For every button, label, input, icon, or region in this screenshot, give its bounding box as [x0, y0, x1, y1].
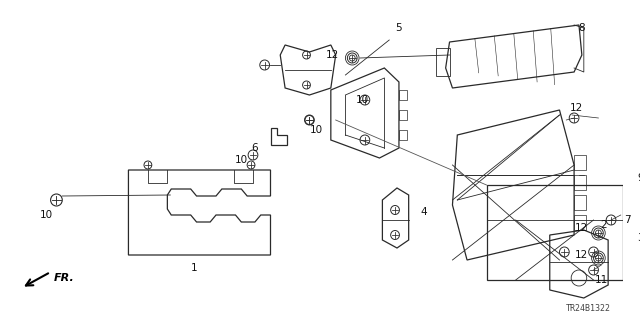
Bar	[574, 215, 586, 230]
Text: 6: 6	[252, 143, 259, 153]
Bar	[574, 155, 586, 170]
Text: FR.: FR.	[54, 273, 74, 283]
Text: 10: 10	[355, 95, 369, 105]
Text: 4: 4	[420, 207, 427, 217]
Bar	[399, 90, 407, 100]
Text: 2: 2	[600, 220, 607, 230]
Text: 10: 10	[310, 125, 323, 135]
Text: 8: 8	[579, 23, 585, 33]
Bar	[486, 185, 623, 280]
Text: 7: 7	[624, 215, 631, 225]
Text: TR24B1322: TR24B1322	[566, 304, 611, 313]
Bar	[399, 130, 407, 140]
Text: 10: 10	[40, 210, 53, 220]
Text: 10: 10	[235, 155, 248, 165]
Text: 9: 9	[637, 173, 640, 183]
Text: 3: 3	[637, 233, 640, 243]
Bar	[623, 215, 634, 229]
Bar	[574, 195, 586, 210]
Bar	[623, 235, 634, 249]
Bar	[574, 175, 586, 190]
Text: 12: 12	[326, 50, 339, 60]
Bar	[623, 197, 634, 211]
Bar	[623, 253, 634, 267]
Text: 12: 12	[570, 103, 582, 113]
Text: 1: 1	[191, 263, 198, 273]
Bar	[436, 48, 449, 76]
Text: 11: 11	[595, 275, 608, 285]
Text: 12: 12	[575, 250, 589, 260]
Text: 5: 5	[396, 23, 403, 33]
Text: 12: 12	[575, 223, 589, 233]
Bar	[399, 110, 407, 120]
